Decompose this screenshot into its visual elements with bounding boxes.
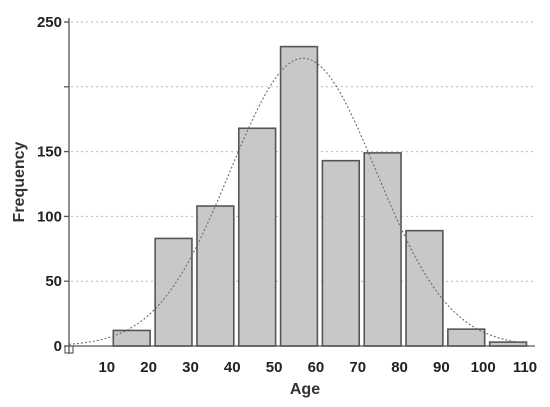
histogram-bar xyxy=(405,229,444,347)
axis-origin-mark xyxy=(64,345,74,354)
x-axis-title: Age xyxy=(290,381,320,398)
histogram-bar xyxy=(447,328,486,347)
histogram-bar xyxy=(196,205,235,347)
x-tick-label: 40 xyxy=(224,359,241,376)
x-tick-label: 30 xyxy=(182,359,199,376)
y-tick-label: 250 xyxy=(37,14,62,31)
y-tick-label: 100 xyxy=(37,208,62,225)
histogram-bar xyxy=(237,127,277,347)
x-tick-label: 70 xyxy=(349,359,366,376)
y-axis-title: Frequency xyxy=(11,141,28,222)
y-tick-labels: 0 50 100 150 250 xyxy=(37,14,62,355)
y-tick-label: 150 xyxy=(37,144,62,161)
histogram-bar xyxy=(321,159,361,347)
histogram-bar xyxy=(363,152,402,347)
x-tick-label: 20 xyxy=(140,359,157,376)
axes xyxy=(64,18,535,354)
histogram-bar xyxy=(112,329,151,347)
x-tick-label: 90 xyxy=(433,359,450,376)
x-tick-label: 10 xyxy=(98,359,115,376)
y-tick-label: 50 xyxy=(45,273,62,290)
x-tick-label: 110 xyxy=(513,359,537,376)
x-tick-label: 50 xyxy=(266,359,283,376)
histogram-bar xyxy=(154,237,193,347)
x-tick-labels: 10 20 30 40 50 60 70 80 90 100 110 xyxy=(98,359,537,376)
histogram-bar xyxy=(279,45,319,347)
histogram-bars xyxy=(112,45,528,347)
x-tick-label: 100 xyxy=(471,359,496,376)
x-tick-label: 60 xyxy=(308,359,325,376)
x-tick-label: 80 xyxy=(391,359,408,376)
y-tick-label: 0 xyxy=(54,338,62,355)
